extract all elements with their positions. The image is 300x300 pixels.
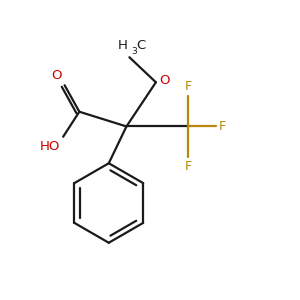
Text: O: O (51, 69, 62, 82)
Text: F: F (219, 120, 226, 133)
Text: HO: HO (40, 140, 60, 153)
Text: F: F (185, 160, 192, 173)
Text: O: O (159, 74, 170, 87)
Text: F: F (185, 80, 192, 93)
Text: H: H (118, 39, 128, 52)
Text: 3: 3 (131, 47, 137, 56)
Text: C: C (136, 39, 146, 52)
